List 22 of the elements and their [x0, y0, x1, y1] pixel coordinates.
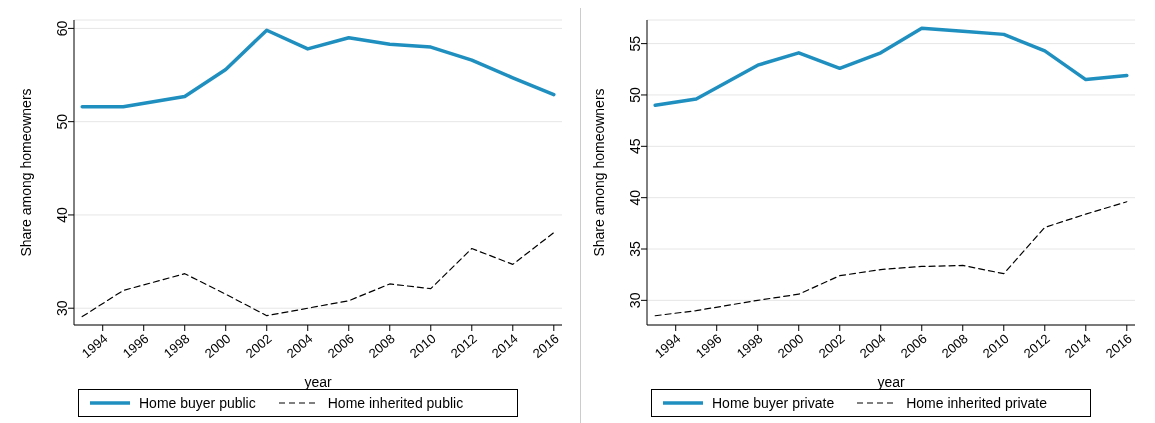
y-tick-label: 40 [53, 206, 70, 223]
x-axis-title: year [304, 374, 332, 390]
y-tick-label: 50 [626, 86, 643, 103]
legend-label: Home inherited public [327, 395, 464, 411]
x-axis-title: year [877, 374, 905, 390]
y-axis-title: Share among homeowners [17, 88, 34, 257]
line-series [654, 201, 1128, 317]
line-series [80, 28, 556, 109]
y-axis-title: Share among homeowners [590, 88, 607, 257]
y-tick-label: 45 [626, 138, 643, 155]
y-tick-label: 40 [626, 189, 643, 206]
y-tick-label: 55 [626, 35, 643, 52]
y-tick-label: 30 [626, 292, 643, 309]
y-tick-label: 35 [626, 241, 643, 257]
y-tick-label: 60 [53, 20, 70, 37]
line-series [81, 232, 555, 318]
y-tick-label: 30 [53, 300, 70, 316]
legend-label: Home buyer private [712, 395, 835, 411]
legend-label: Home buyer public [139, 395, 256, 411]
y-tick-label: 50 [53, 113, 70, 130]
line-series [653, 26, 1129, 107]
legend-label: Home inherited private [906, 395, 1048, 411]
